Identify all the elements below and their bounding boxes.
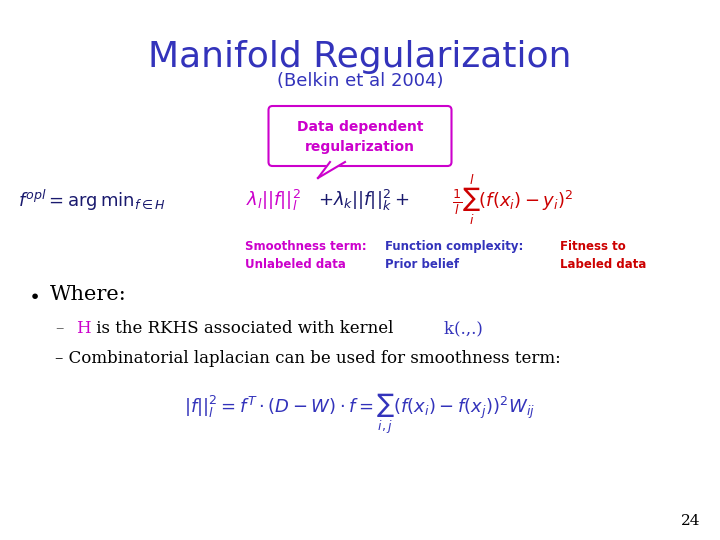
Text: $\lambda_l ||f||^2_l$: $\lambda_l ||f||^2_l$ <box>246 187 301 213</box>
Text: k(.,.): k(.,.) <box>444 320 488 337</box>
Text: Data dependent
regularization: Data dependent regularization <box>297 120 423 153</box>
Text: $\bullet$: $\bullet$ <box>28 285 39 304</box>
Text: (Belkin et al 2004): (Belkin et al 2004) <box>276 72 444 90</box>
Text: Smoothness term:
Unlabeled data: Smoothness term: Unlabeled data <box>245 240 366 271</box>
Text: is the RKHS associated with kernel: is the RKHS associated with kernel <box>91 320 399 337</box>
Text: 24: 24 <box>680 514 700 528</box>
Text: H: H <box>76 320 91 337</box>
Text: Manifold Regularization: Manifold Regularization <box>148 40 572 74</box>
FancyBboxPatch shape <box>269 106 451 166</box>
Text: $\frac{1}{l}\sum_i^l (f(x_i) - y_i)^2$: $\frac{1}{l}\sum_i^l (f(x_i) - y_i)^2$ <box>452 173 573 227</box>
Text: Where:: Where: <box>50 285 127 304</box>
Text: $f^{opl} = \mathrm{arg\,min}_{f \in H}$: $f^{opl} = \mathrm{arg\,min}_{f \in H}$ <box>18 187 166 213</box>
Text: – Combinatorial laplacian can be used for smoothness term:: – Combinatorial laplacian can be used fo… <box>55 350 561 367</box>
Text: $+ \lambda_k ||f||^2_k +$: $+ \lambda_k ||f||^2_k +$ <box>318 187 410 213</box>
Polygon shape <box>318 162 345 178</box>
Text: –: – <box>55 320 63 337</box>
Text: $|f||^2_l = f^T \cdot (D - W) \cdot f = \sum_{i,j} (f(x_i) - f(x_j))^2 W_{ij}$: $|f||^2_l = f^T \cdot (D - W) \cdot f = … <box>184 392 536 436</box>
Text: Function complexity:
Prior belief: Function complexity: Prior belief <box>385 240 523 271</box>
Text: Fitness to
Labeled data: Fitness to Labeled data <box>560 240 647 271</box>
